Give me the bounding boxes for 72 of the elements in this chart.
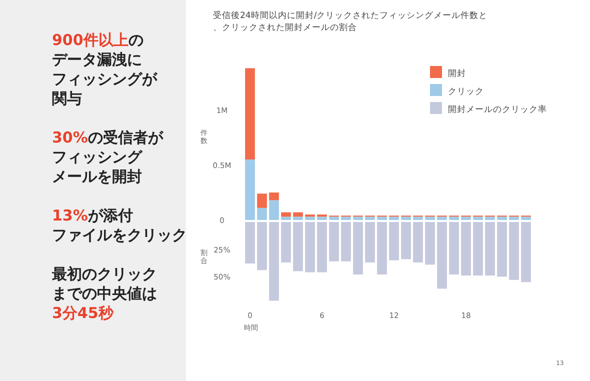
bar xyxy=(329,216,339,220)
bar xyxy=(269,192,279,200)
legend-label: クリック xyxy=(448,87,484,97)
bar xyxy=(317,216,327,220)
bar xyxy=(293,212,303,217)
bar xyxy=(293,216,303,220)
text: メールを開封 xyxy=(52,168,142,186)
bar xyxy=(401,222,411,260)
bar xyxy=(317,222,327,272)
bar xyxy=(257,194,267,208)
bar xyxy=(425,216,435,220)
bar xyxy=(437,216,447,220)
bar xyxy=(377,222,387,274)
bar xyxy=(245,160,255,220)
bar xyxy=(485,222,495,276)
text: の xyxy=(128,31,144,49)
bar xyxy=(281,212,291,217)
text: データ漏洩に xyxy=(52,50,142,68)
text: の受信者が xyxy=(88,128,164,146)
bar xyxy=(329,222,339,262)
text: ファイルをクリック xyxy=(52,226,187,244)
text: フィッシングが xyxy=(52,70,158,88)
bar xyxy=(425,222,435,265)
bar xyxy=(509,216,519,220)
bar xyxy=(389,222,399,260)
bar xyxy=(497,222,507,277)
bar xyxy=(245,68,255,160)
legend-label: 開封 xyxy=(448,68,466,79)
bar xyxy=(413,216,423,220)
text: 関与 xyxy=(52,90,82,108)
bar xyxy=(281,222,291,262)
text: 13% xyxy=(52,206,88,224)
bar xyxy=(365,222,375,262)
bar xyxy=(341,222,351,262)
text: までの中央値は xyxy=(52,284,157,302)
bar xyxy=(377,216,387,220)
bar xyxy=(521,222,531,282)
text: が添付 xyxy=(86,206,133,224)
bar xyxy=(437,222,447,289)
bar xyxy=(509,222,519,280)
bar xyxy=(449,222,459,274)
bar xyxy=(413,222,423,262)
bar xyxy=(461,222,471,276)
bar xyxy=(269,200,279,220)
bar xyxy=(281,216,291,220)
bar xyxy=(353,216,363,220)
text: 30% xyxy=(52,128,88,146)
bar xyxy=(269,222,279,301)
bar xyxy=(521,216,531,220)
legend-label: 開封メールのクリック率 xyxy=(448,104,547,115)
text: 900件以上 xyxy=(52,31,128,49)
bar xyxy=(257,222,267,270)
bar xyxy=(473,222,483,276)
bar xyxy=(389,216,399,220)
bar xyxy=(461,216,471,220)
bar xyxy=(449,216,459,220)
bar xyxy=(365,216,375,220)
bar xyxy=(497,216,507,220)
bar xyxy=(485,216,495,220)
bar xyxy=(245,222,255,264)
bar xyxy=(293,222,303,272)
text: 3分45秒 xyxy=(52,304,114,322)
bar xyxy=(305,216,315,220)
text: フィッシング xyxy=(52,148,143,166)
bar xyxy=(341,216,351,220)
bar xyxy=(401,216,411,220)
chart-title: 受信後24時間以内に開封/クリックされたフィッシングメール件数と、クリックされた開封メールの割合 xyxy=(213,10,488,33)
bar xyxy=(305,222,315,272)
bar xyxy=(473,216,483,220)
bar xyxy=(257,208,267,220)
text: 最初のクリック xyxy=(51,265,157,283)
bar xyxy=(353,222,363,274)
